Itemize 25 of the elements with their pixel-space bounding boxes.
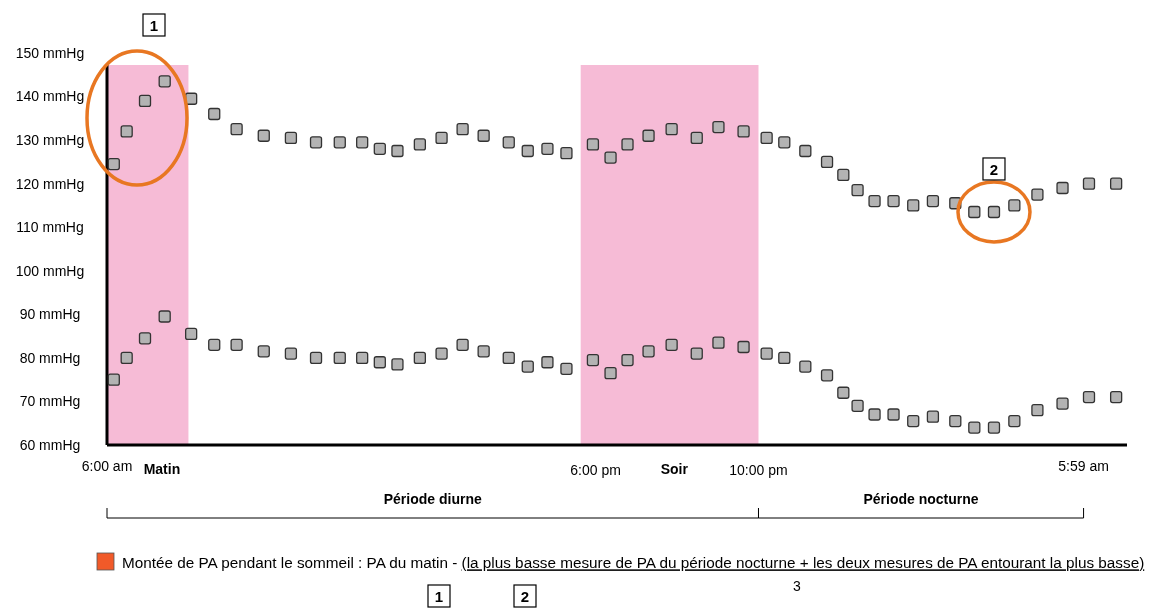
band-label: Soir	[660, 461, 689, 477]
y-tick-label: 90 mmHg	[19, 306, 81, 323]
y-tick-label: 110 mmHg	[16, 219, 84, 236]
text: Période diurne	[383, 491, 482, 507]
x-tick-label: 10:00 pm	[729, 462, 788, 478]
y-tick-label: 150 mmHg	[15, 44, 85, 61]
text: 1	[149, 17, 159, 34]
text: (la plus basse mesure de PA du période nocturne + les deux mesures de PA entourant la plus basse)	[461, 554, 1145, 572]
text: Période nocturne	[863, 491, 979, 507]
y-tick-label: 120 mmHg	[15, 175, 85, 192]
y-tick-label: 100 mmHg	[15, 262, 85, 279]
y-tick-label: 70 mmHg	[19, 393, 81, 410]
y-tick-label: 80 mmHg	[19, 349, 81, 366]
text: 1	[434, 588, 444, 605]
x-tick-label: 6:00 am	[81, 458, 133, 474]
y-tick-label: 60 mmHg	[19, 436, 81, 453]
text: 2	[520, 588, 530, 605]
text: 3	[793, 578, 802, 594]
annotation: 2	[989, 160, 999, 178]
y-tick-label: 130 mmHg	[15, 132, 85, 149]
text: Montée de PA pendant le sommeil : PA du matin -	[122, 554, 462, 572]
x-tick-label: 6:00 pm	[570, 462, 621, 478]
band-label: Matin	[143, 461, 181, 477]
y-tick-label: 140 mmHg	[15, 88, 85, 105]
x-tick-label: 5:59 am	[1058, 458, 1109, 474]
